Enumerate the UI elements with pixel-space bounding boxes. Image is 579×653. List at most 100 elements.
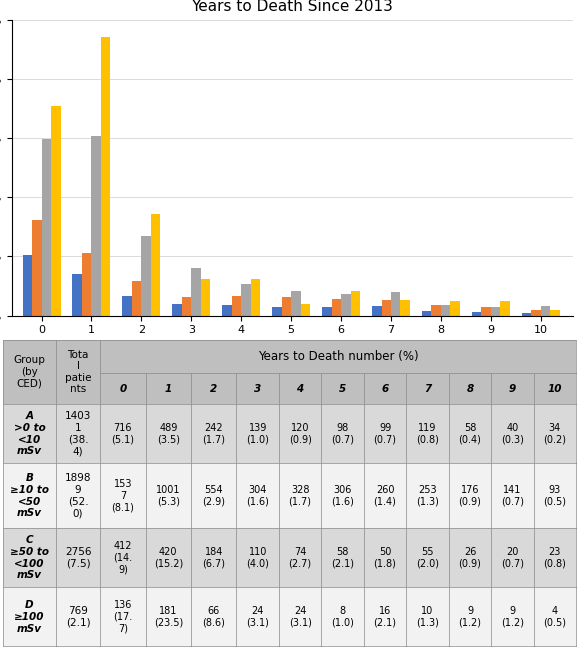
- X-axis label: Years to Death: Years to Death: [247, 341, 338, 354]
- Text: 50
(1.8): 50 (1.8): [373, 547, 397, 569]
- Bar: [431, 305, 441, 315]
- Bar: [32, 220, 42, 315]
- Bar: [532, 310, 541, 315]
- Text: 9: 9: [509, 384, 516, 394]
- Text: B
≥10 to
<50
mSv: B ≥10 to <50 mSv: [10, 473, 49, 518]
- Text: 716
(5.1): 716 (5.1): [111, 423, 134, 445]
- Bar: [372, 306, 382, 315]
- Text: 769
(2.1): 769 (2.1): [66, 606, 90, 628]
- Bar: [151, 214, 160, 315]
- Bar: [391, 292, 401, 315]
- Text: Tota
l
patie
nts: Tota l patie nts: [65, 349, 91, 394]
- Bar: [522, 313, 532, 315]
- Text: 58
(0.4): 58 (0.4): [459, 423, 481, 445]
- Text: 120
(0.9): 120 (0.9): [289, 423, 312, 445]
- Text: 306
(1.6): 306 (1.6): [331, 485, 354, 507]
- Bar: [500, 302, 510, 315]
- Bar: [441, 305, 450, 315]
- Text: 1001
(5.3): 1001 (5.3): [156, 485, 181, 507]
- Text: 8: 8: [466, 384, 474, 394]
- Text: 3: 3: [254, 384, 261, 394]
- Text: 16
(2.1): 16 (2.1): [373, 606, 397, 628]
- Text: 5: 5: [339, 384, 346, 394]
- Text: 253
(1.3): 253 (1.3): [416, 485, 439, 507]
- Text: 412
(14.
9): 412 (14. 9): [113, 541, 133, 575]
- Text: 139
(1.0): 139 (1.0): [246, 423, 269, 445]
- Text: 119
(0.8): 119 (0.8): [416, 423, 439, 445]
- Text: 4: 4: [296, 384, 304, 394]
- Text: 304
(1.6): 304 (1.6): [246, 485, 269, 507]
- Bar: [281, 296, 291, 315]
- Text: C
≥50 to
<100
mSv: C ≥50 to <100 mSv: [10, 535, 49, 580]
- Text: 153
7
(8.1): 153 7 (8.1): [112, 479, 134, 513]
- Text: 26
(0.9): 26 (0.9): [459, 547, 481, 569]
- Bar: [201, 279, 210, 315]
- Bar: [222, 305, 232, 315]
- Bar: [51, 106, 60, 315]
- Bar: [541, 306, 550, 315]
- Title: Years to Death Since 2013: Years to Death Since 2013: [192, 0, 393, 14]
- Text: 98
(0.7): 98 (0.7): [331, 423, 354, 445]
- Bar: [382, 300, 391, 315]
- Text: 554
(2.9): 554 (2.9): [202, 485, 225, 507]
- Text: 93
(0.5): 93 (0.5): [543, 485, 566, 507]
- Text: Group
(by
CED): Group (by CED): [13, 355, 45, 389]
- Text: 1: 1: [164, 384, 172, 394]
- Bar: [232, 296, 241, 315]
- Text: 6: 6: [382, 384, 389, 394]
- Bar: [550, 310, 560, 315]
- Text: 55
(2.0): 55 (2.0): [416, 547, 439, 569]
- Text: 242
(1.7): 242 (1.7): [202, 423, 225, 445]
- Bar: [481, 308, 491, 315]
- Text: 99
(0.7): 99 (0.7): [373, 423, 397, 445]
- Text: 34
(0.2): 34 (0.2): [543, 423, 566, 445]
- Bar: [42, 139, 51, 315]
- Text: 9
(1.2): 9 (1.2): [459, 606, 482, 628]
- Text: 110
(4.0): 110 (4.0): [246, 547, 269, 569]
- Bar: [272, 308, 281, 315]
- Bar: [23, 255, 32, 315]
- Text: 141
(0.7): 141 (0.7): [501, 485, 524, 507]
- Bar: [122, 296, 132, 315]
- Bar: [251, 279, 260, 315]
- Bar: [350, 291, 360, 315]
- Bar: [101, 37, 111, 315]
- Bar: [401, 300, 410, 315]
- Text: 20
(0.7): 20 (0.7): [501, 547, 524, 569]
- Text: 24
(3.1): 24 (3.1): [246, 606, 269, 628]
- Text: 184
(6.7): 184 (6.7): [202, 547, 225, 569]
- Text: 4
(0.5): 4 (0.5): [543, 606, 566, 628]
- Text: 260
(1.4): 260 (1.4): [373, 485, 397, 507]
- Text: 23
(0.8): 23 (0.8): [544, 547, 566, 569]
- Bar: [91, 136, 101, 315]
- Bar: [450, 302, 460, 315]
- Text: 24
(3.1): 24 (3.1): [289, 606, 312, 628]
- Text: D
≥100
mSv: D ≥100 mSv: [14, 600, 45, 633]
- Text: 1403
1
(38.
4): 1403 1 (38. 4): [65, 411, 91, 456]
- Bar: [422, 311, 431, 315]
- Text: 2: 2: [210, 384, 217, 394]
- Text: 328
(1.7): 328 (1.7): [288, 485, 312, 507]
- Bar: [301, 304, 310, 315]
- Bar: [291, 291, 301, 315]
- Text: 66
(8.6): 66 (8.6): [202, 606, 225, 628]
- Text: 7: 7: [424, 384, 431, 394]
- Bar: [332, 299, 341, 315]
- Text: 420
(15.2): 420 (15.2): [153, 547, 183, 569]
- Text: 9
(1.2): 9 (1.2): [501, 606, 524, 628]
- Bar: [191, 268, 201, 315]
- Text: 10: 10: [548, 384, 562, 394]
- Bar: [472, 312, 481, 315]
- Text: 10
(1.3): 10 (1.3): [416, 606, 439, 628]
- Bar: [132, 281, 141, 315]
- Text: 58
(2.1): 58 (2.1): [331, 547, 354, 569]
- Bar: [82, 253, 91, 315]
- Bar: [72, 274, 82, 315]
- Text: 136
(17.
7): 136 (17. 7): [113, 600, 133, 633]
- Bar: [141, 236, 151, 315]
- Text: 1898
9
(52.
0): 1898 9 (52. 0): [65, 473, 91, 518]
- Text: 0: 0: [119, 384, 127, 394]
- Text: 181
(23.5): 181 (23.5): [153, 606, 183, 628]
- Bar: [182, 296, 191, 315]
- Text: 74
(2.7): 74 (2.7): [288, 547, 312, 569]
